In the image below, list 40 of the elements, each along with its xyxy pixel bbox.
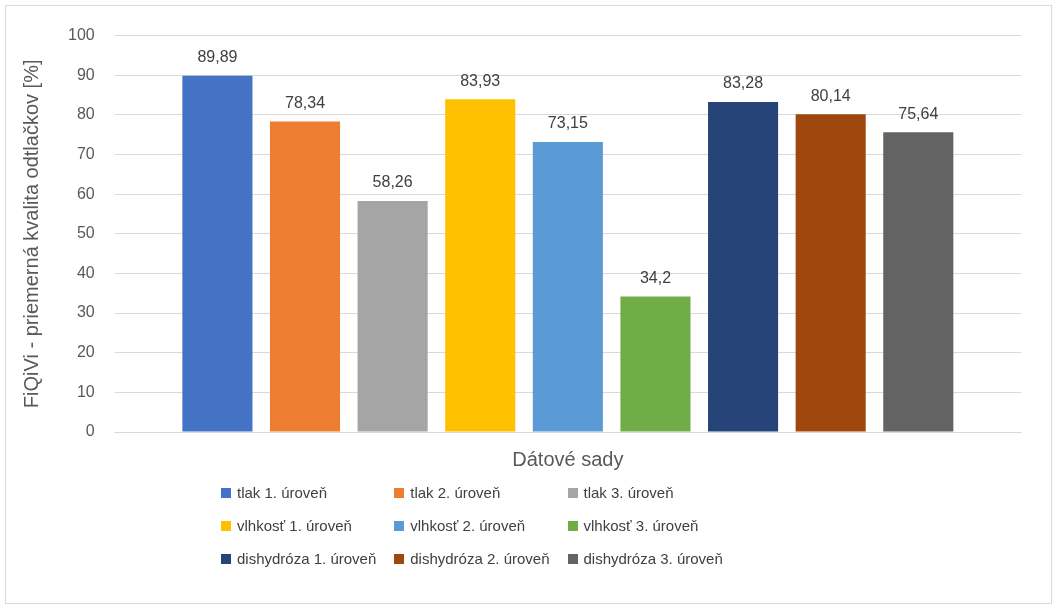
y-tick-label: 60	[76, 184, 95, 202]
bar	[795, 114, 866, 432]
y-tick-label: 90	[76, 65, 95, 83]
data-label: 58,26	[372, 173, 413, 191]
bar	[357, 201, 428, 432]
y-tick-label: 80	[76, 105, 95, 123]
y-tick-label: 40	[76, 263, 95, 281]
data-label: 80,14	[810, 86, 851, 104]
legend-label: vlhkosť 2. úroveň	[410, 517, 526, 534]
bar	[445, 99, 516, 432]
y-axis-title: FiQiVi - priemerná kvalita odtlačkov [%]	[19, 59, 42, 409]
bar	[620, 296, 691, 432]
legend-label: tlak 1. úroveň	[237, 484, 328, 501]
y-tick-label: 20	[76, 343, 95, 361]
y-tick-label: 100	[67, 26, 95, 44]
data-label: 75,64	[898, 104, 939, 122]
y-tick-label: 30	[76, 303, 95, 321]
bar	[708, 101, 779, 432]
y-tick-label: 50	[76, 224, 95, 242]
y-tick-label: 10	[76, 382, 95, 400]
data-label: 83,28	[723, 74, 764, 92]
bar	[269, 121, 341, 432]
legend-label: tlak 2. úroveň	[410, 484, 501, 501]
y-tick-label: 70	[76, 144, 95, 162]
y-tick-label: 0	[85, 422, 95, 440]
bar	[182, 75, 253, 432]
x-axis-title: Dátové sady	[512, 447, 624, 470]
data-label: 34,2	[639, 268, 672, 286]
data-label: 73,15	[547, 114, 588, 132]
data-label: 78,34	[285, 93, 326, 111]
legend-label: dishydróza 2. úroveň	[410, 550, 550, 567]
legend-label: tlak 3. úroveň	[583, 484, 674, 501]
legend-label: vlhkosť 3. úroveň	[583, 517, 699, 534]
legend-label: dishydróza 3. úroveň	[583, 550, 723, 567]
legend-label: vlhkosť 1. úroveň	[237, 517, 352, 534]
data-label: 83,93	[460, 71, 501, 89]
bar	[883, 132, 954, 432]
bar	[532, 142, 603, 432]
data-label: 89,89	[197, 48, 238, 66]
legend-label: dishydróza 1. úroveň	[237, 550, 377, 567]
